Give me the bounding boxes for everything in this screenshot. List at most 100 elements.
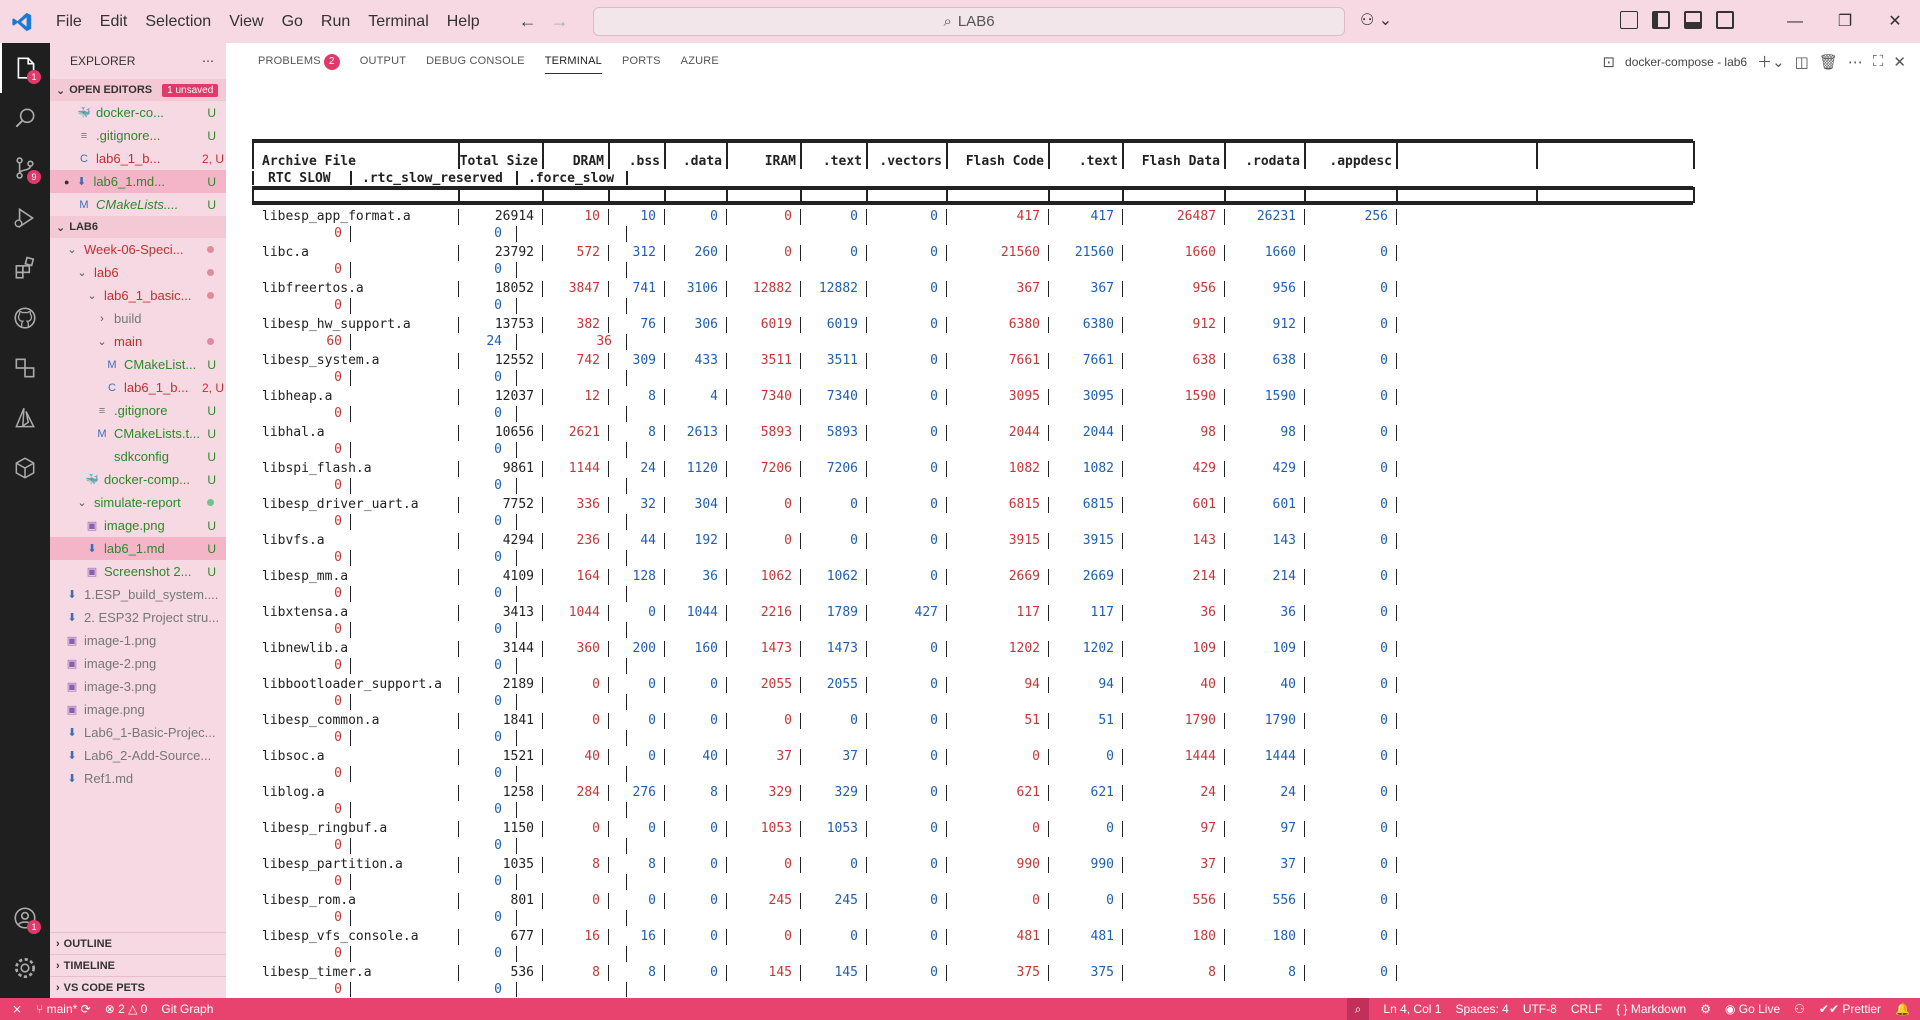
line-ending[interactable]: CRLF (1570, 1002, 1603, 1016)
menu-terminal[interactable]: Terminal (368, 13, 429, 30)
close-icon[interactable]: ✕ (1888, 13, 1902, 30)
tree-folder[interactable]: ⌄ lab6_1_basic... (50, 284, 226, 307)
tree-folder[interactable]: › build (50, 307, 226, 330)
tree-folder[interactable]: ⌄ lab6 (50, 261, 226, 284)
split-terminal-icon[interactable]: ◫ (1794, 53, 1809, 71)
tree-file[interactable]: ⬇ 2. ESP32 Project stru... (50, 606, 226, 629)
maximize-panel-icon[interactable]: ⛶ (1872, 53, 1884, 70)
terminal-name[interactable]: docker-compose - lab6 (1625, 54, 1748, 69)
table-rule (252, 186, 1693, 190)
tree-file[interactable]: ▣ image-2.png (50, 652, 226, 675)
extensions-icon[interactable] (0, 243, 50, 293)
command-center-search[interactable]: ⌕ LAB6 (593, 7, 1345, 36)
toggle-secondary-sidebar-icon[interactable] (1716, 11, 1734, 29)
run-debug-icon[interactable] (0, 193, 50, 243)
source-control-icon[interactable]: 9 (0, 143, 50, 193)
tree-file[interactable]: M CMakeList... U (50, 353, 226, 376)
table-divider (350, 838, 351, 854)
search-icon[interactable] (0, 93, 50, 143)
github-icon[interactable] (0, 293, 50, 343)
vscode-pets-section[interactable]: › VS CODE PETS (50, 976, 226, 998)
copilot-icon[interactable]: ⚇ ⌄ (1360, 12, 1393, 29)
copilot-status-icon[interactable]: ⚇ (1794, 1002, 1805, 1016)
menu-run[interactable]: Run (320, 13, 351, 30)
tree-file[interactable]: ▣ Screenshot 2... U (50, 560, 226, 583)
forward-arrow-icon[interactable]: → (550, 11, 569, 31)
menu-file[interactable]: File (56, 13, 82, 30)
toggle-panel-icon[interactable] (1684, 11, 1702, 29)
toggle-primary-sidebar-icon[interactable] (1652, 11, 1670, 29)
table-cell: 3915 (1082, 533, 1114, 548)
remote-explorer-icon[interactable] (0, 343, 50, 393)
more-actions-icon[interactable]: ⋯ (1847, 53, 1863, 71)
menu-view[interactable]: View (229, 13, 264, 30)
tree-file[interactable]: 🐳 docker-comp... U (50, 468, 226, 491)
table-divider (350, 550, 351, 566)
new-terminal-icon[interactable]: ＋⌄ (1757, 54, 1785, 71)
open-editor-item[interactable]: ● ⬇ lab6_1.md... U (50, 170, 226, 193)
tree-file[interactable]: ▣ image.png (50, 698, 226, 721)
tab-terminal[interactable]: TERMINAL (535, 43, 612, 80)
prettier-button[interactable]: ✔✔ Prettier (1818, 1002, 1882, 1016)
tab-debug-console[interactable]: DEBUG CONSOLE (416, 43, 535, 80)
encoding[interactable]: UTF-8 (1522, 1002, 1557, 1016)
table-divider (946, 281, 947, 297)
esp-idf-status-icon[interactable]: ⚙ (1700, 1002, 1711, 1016)
open-editor-item[interactable]: M CMakeLists.... U (50, 193, 226, 216)
open-editor-item[interactable]: ≡ .gitignore... U (50, 124, 226, 147)
tab-output[interactable]: OUTPUT (350, 43, 416, 80)
tree-file[interactable]: ▣ image-3.png (50, 675, 226, 698)
tree-file[interactable]: ⬇ Lab6_1-Basic-Projec... (50, 721, 226, 744)
menu-edit[interactable]: Edit (99, 13, 128, 30)
tree-folder[interactable]: ⌄ simulate-report (50, 491, 226, 514)
tab-problems[interactable]: PROBLEMS 2 (248, 43, 350, 80)
branch-status[interactable]: ⑂ main* ⟳ (36, 1002, 91, 1016)
notifications-icon[interactable]: 🔔 (1895, 1002, 1910, 1016)
tree-file[interactable]: ⬇ lab6_1.md U (50, 537, 226, 560)
back-arrow-icon[interactable]: ← (518, 11, 537, 31)
terminal-output[interactable]: Archive File Total Size DRAM .bss .data IRAM.… (252, 137, 1752, 997)
tree-folder[interactable]: ⌄ main (50, 330, 226, 353)
menu-selection[interactable]: Selection (145, 13, 212, 30)
explorer-icon[interactable]: 1 (0, 43, 50, 93)
trash-icon[interactable]: 🗑 (1818, 53, 1838, 71)
unsaved-dot-icon[interactable]: ● (64, 176, 70, 187)
minimize-icon[interactable]: — (1787, 13, 1803, 30)
close-panel-icon[interactable]: ✕ (1893, 53, 1906, 71)
restore-icon[interactable]: ❐ (1837, 13, 1853, 30)
esp-idf-icon[interactable] (0, 443, 50, 493)
open-editors-header[interactable]: ⌄ OPEN EDITORS 1 unsaved (50, 79, 226, 101)
tree-file[interactable]: ≡ .gitignore U (50, 399, 226, 422)
open-editor-item[interactable]: 🐳 docker-co... U (50, 101, 226, 124)
indentation[interactable]: Spaces: 4 (1455, 1002, 1509, 1016)
more-actions-icon[interactable]: ⋯ (202, 54, 214, 68)
problems-status[interactable]: ⊗ 2 △ 0 (104, 1002, 148, 1016)
tree-file[interactable]: M CMakeLists.t... U (50, 422, 226, 445)
azure-icon[interactable] (0, 393, 50, 443)
workspace-header[interactable]: ⌄ LAB6 (50, 216, 226, 238)
language-mode[interactable]: { } Markdown (1616, 1002, 1687, 1016)
customize-layout-icon[interactable] (1620, 11, 1638, 29)
tab-ports[interactable]: PORTS (612, 43, 671, 80)
remote-icon[interactable]: ⨯ (12, 1002, 23, 1016)
tree-file[interactable]: ▣ image-1.png (50, 629, 226, 652)
tree-file[interactable]: ⬇ Lab6_2-Add-Source... (50, 744, 226, 767)
tree-file[interactable]: sdkconfig U (50, 445, 226, 468)
tree-file[interactable]: ⬇ 1.ESP_build_system.... (50, 583, 226, 606)
accounts-icon[interactable]: 1 (0, 893, 50, 943)
tree-file[interactable]: ⬇ Ref1.md (50, 767, 226, 790)
menu-go[interactable]: Go (281, 13, 303, 30)
tab-azure[interactable]: AZURE (671, 43, 729, 80)
outline-section[interactable]: › OUTLINE (50, 932, 226, 954)
timeline-section[interactable]: › TIMELINE (50, 954, 226, 976)
cursor-position[interactable]: Ln 4, Col 1 (1383, 1002, 1442, 1016)
git-graph-button[interactable]: Git Graph (161, 1002, 214, 1016)
go-live-button[interactable]: ◉ Go Live (1724, 1002, 1781, 1016)
tree-file[interactable]: ▣ image.png U (50, 514, 226, 537)
tree-folder[interactable]: ⌄ Week-06-Speci... (50, 238, 226, 261)
menu-help[interactable]: Help (446, 13, 480, 30)
zoom-icon[interactable]: ⌕ (1346, 998, 1370, 1020)
manage-gear-icon[interactable] (0, 943, 50, 993)
